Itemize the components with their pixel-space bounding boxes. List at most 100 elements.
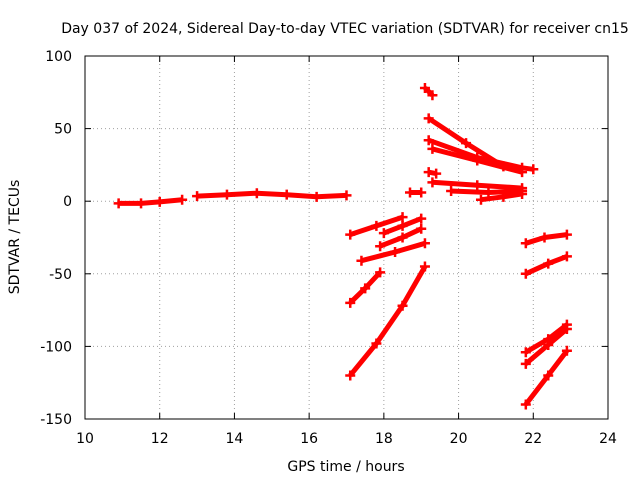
- series-trace-22: [520, 345, 572, 410]
- series-trace-10: [419, 82, 438, 101]
- data-point-marker: [405, 187, 416, 198]
- data-point-marker: [427, 90, 438, 101]
- y-axis-label: SDTVAR / TECUs: [7, 180, 23, 295]
- data-point-marker: [561, 323, 572, 334]
- y-tick-label: 50: [54, 122, 72, 138]
- data-point-marker: [281, 189, 292, 200]
- data-point-marker: [419, 82, 430, 93]
- series-trace-17: [475, 188, 528, 205]
- series-trace: [348, 265, 428, 377]
- y-tick-label: 0: [63, 194, 72, 210]
- x-tick-label: 24: [599, 431, 617, 447]
- data-point-marker: [397, 232, 408, 243]
- data-point-marker: [345, 297, 356, 308]
- series-trace-6: [356, 238, 430, 266]
- data-point-marker: [423, 167, 434, 178]
- data-point-marker: [311, 191, 322, 202]
- y-tick-label: -100: [40, 339, 72, 355]
- series-trace: [427, 137, 534, 172]
- data-point-marker: [517, 167, 528, 178]
- data-point-marker: [461, 138, 472, 149]
- data-point-marker: [371, 338, 382, 349]
- chart-title: Day 037 of 2024, Sidereal Day-to-day VTE…: [61, 21, 629, 37]
- data-point-marker: [561, 229, 572, 240]
- data-point-marker: [472, 155, 483, 166]
- data-point-marker: [561, 345, 572, 356]
- plot-frame: [84, 55, 609, 420]
- series-trace-19: [520, 251, 572, 279]
- data-series: [113, 82, 572, 410]
- data-point-marker: [517, 188, 528, 199]
- x-tick-label: 20: [450, 431, 468, 447]
- y-tick-label: -150: [40, 412, 72, 428]
- x-axis-label: GPS time / hours: [287, 459, 404, 475]
- data-point-marker: [345, 370, 356, 381]
- data-point-marker: [397, 300, 408, 311]
- data-point-marker: [375, 267, 386, 278]
- series-trace-7: [345, 267, 386, 308]
- data-point-marker: [520, 358, 531, 369]
- x-tick-label: 12: [151, 431, 169, 447]
- series-trace-3: [345, 212, 408, 240]
- series-trace-1: [113, 194, 188, 209]
- data-point-marker: [423, 135, 434, 146]
- data-point-marker: [419, 261, 430, 272]
- data-point-marker: [356, 255, 367, 266]
- data-point-marker: [345, 229, 356, 240]
- data-point-marker: [177, 194, 188, 205]
- data-point-marker: [520, 347, 531, 358]
- data-point-marker: [375, 241, 386, 252]
- data-point-marker: [221, 189, 232, 200]
- data-point-marker: [539, 232, 550, 243]
- data-point-marker: [341, 190, 352, 201]
- series-trace-12: [423, 135, 539, 175]
- series-trace-4: [378, 213, 427, 239]
- data-point-marker: [498, 191, 509, 202]
- data-point-marker: [561, 251, 572, 262]
- data-point-marker: [483, 187, 494, 198]
- data-point-marker: [419, 238, 430, 249]
- data-point-marker: [154, 196, 165, 207]
- x-tick-label: 10: [76, 431, 94, 447]
- data-point-marker: [360, 283, 371, 294]
- data-point-marker: [472, 180, 483, 191]
- data-point-marker: [543, 339, 554, 350]
- series-trace-9: [405, 187, 427, 198]
- grid: [85, 56, 608, 419]
- data-point-marker: [446, 186, 457, 197]
- data-point-marker: [397, 220, 408, 231]
- data-point-marker: [543, 258, 554, 269]
- data-point-marker: [397, 212, 408, 223]
- data-point-marker: [371, 220, 382, 231]
- data-point-marker: [416, 213, 427, 224]
- x-tick-label: 18: [375, 431, 393, 447]
- series-trace: [196, 190, 347, 200]
- data-point-marker: [543, 370, 554, 381]
- x-tick-label: 22: [524, 431, 542, 447]
- y-tick-label: -50: [49, 267, 72, 283]
- data-point-marker: [192, 191, 203, 202]
- series-trace: [524, 254, 568, 277]
- data-point-marker: [475, 194, 486, 205]
- axes: 10 12 14 16 18 20 22 24 100 50 0 -50 -100 -150: [40, 49, 617, 447]
- data-point-marker: [427, 143, 438, 154]
- data-point-marker: [520, 268, 531, 279]
- data-point-marker: [251, 188, 262, 199]
- data-point-marker: [427, 177, 438, 188]
- data-point-marker: [528, 164, 539, 175]
- series-trace-2: [192, 188, 352, 202]
- series-trace-5: [375, 223, 427, 252]
- data-point-marker: [416, 223, 427, 234]
- data-point-marker: [423, 113, 434, 124]
- data-point-marker: [136, 198, 147, 209]
- series-trace-18: [520, 229, 572, 249]
- data-point-marker: [431, 168, 442, 179]
- data-point-marker: [378, 228, 389, 239]
- data-point-marker: [390, 247, 401, 258]
- series-trace-13: [427, 143, 528, 178]
- series-trace: [525, 232, 568, 246]
- data-point-marker: [416, 187, 427, 198]
- x-tick-label: 16: [300, 431, 318, 447]
